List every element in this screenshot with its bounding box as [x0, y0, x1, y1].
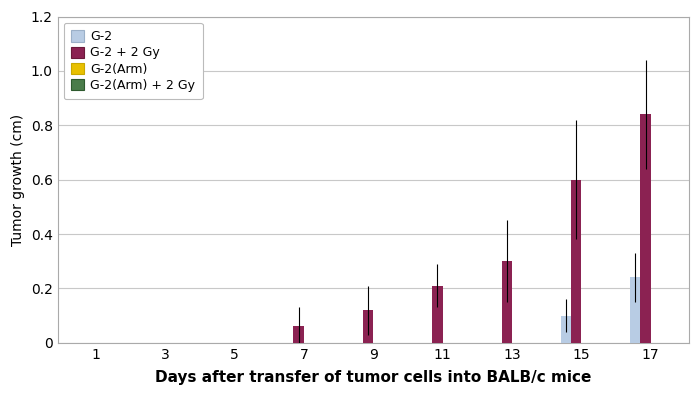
Bar	[640, 114, 651, 343]
Bar	[630, 278, 640, 343]
Bar	[561, 316, 571, 343]
Bar	[502, 261, 512, 343]
Legend: G-2, G-2 + 2 Gy, G-2(Arm), G-2(Arm) + 2 Gy: G-2, G-2 + 2 Gy, G-2(Arm), G-2(Arm) + 2 …	[64, 23, 202, 99]
Bar	[363, 310, 373, 343]
Bar	[293, 326, 304, 343]
X-axis label: Days after transfer of tumor cells into BALB/c mice: Days after transfer of tumor cells into …	[155, 370, 592, 385]
Y-axis label: Tumor growth (cm): Tumor growth (cm)	[11, 114, 25, 246]
Bar	[571, 180, 581, 343]
Bar	[432, 286, 442, 343]
